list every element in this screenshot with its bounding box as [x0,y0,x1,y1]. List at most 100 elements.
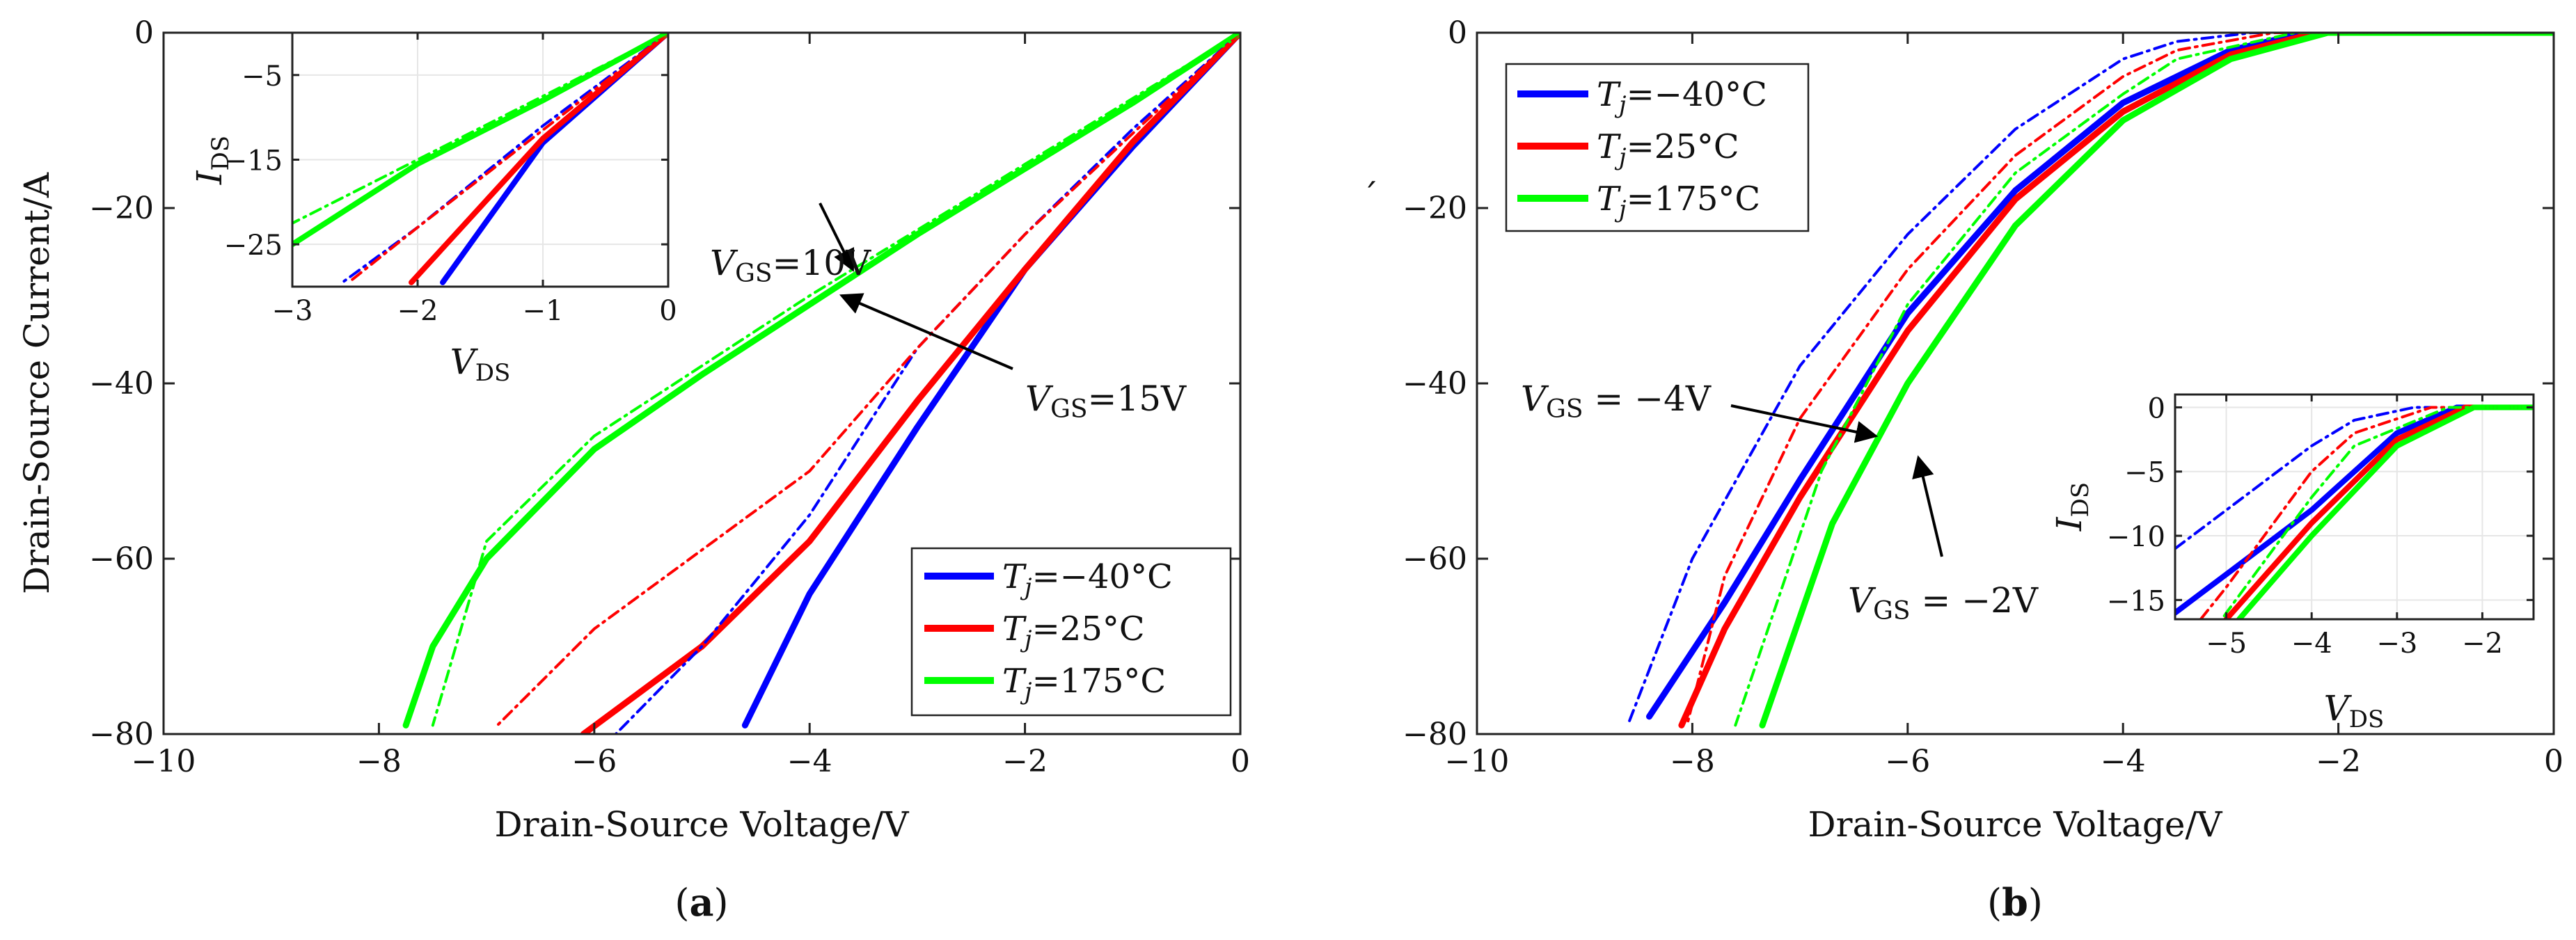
panel-b-inset-xtick-label: −4 [2291,628,2332,660]
panel-b-annotation-vgs-4: VGS = −4V [1521,379,1712,424]
panel-a-inset-x-label-symbol: V [450,342,479,382]
panel-b-ytick-label: −20 [1402,191,1467,226]
panel-a-inset-x-label: VDS [450,342,511,387]
panel-a-ytick-label: −40 [89,366,154,401]
panel-a-inset-xtick-label: −2 [397,295,438,327]
panel-b-ytick-label: −60 [1402,541,1467,577]
panel-b-y-axis-title: ´ [1361,177,1379,217]
panel-b-inset-y-label-subscript: DS [2067,482,2094,518]
panel-b-series-5-red-dashdot [1685,33,2554,727]
panel-a-ytick-label: 0 [134,15,154,51]
panel-a-ytick-label: −60 [89,541,154,577]
panel-a-inset-ytick-label: −5 [242,61,283,93]
panel-b-legend-label-2: Tj=25°C [1597,127,1739,171]
panel-a-inset-y-label-subscript: DS [207,136,235,171]
panel-b-inset-ytick-label: −5 [2124,457,2165,489]
panel-a-inset-y-label-symbol: I [189,170,230,185]
panel-a-inset-series-4-blue-dashdot [341,33,668,284]
panel-b-inset-xtick-label: −5 [2206,628,2247,660]
panel-b-ytick-label: −40 [1402,366,1467,401]
panel-b-xtick-label: −6 [1885,744,1930,779]
panel-a-inset-ytick-label: −15 [224,145,283,177]
panel-a-ytick-label: −80 [89,717,154,752]
panel-b-inset-xtick-label: −3 [2376,628,2417,660]
panel-a-xtick-label: −4 [787,744,832,779]
panel-b-legend-label-3: Tj=175°C [1597,180,1760,223]
panel-b-inset: −5 −4 −3 −2−15−10−50 VDS IDS [2049,392,2535,733]
panel-a-inset-series-layer [292,33,668,285]
panel-b-xtick-label: 0 [2544,744,2563,779]
panel-b-series-3-green-solid [1759,33,2554,728]
panel-b-ticks: −10 −8 −6 −4 −2 0−80−60−40−200 [1402,15,2563,779]
panel-a-xtick-label: −8 [356,744,402,779]
panel-a-inset-ticks: −3 −2 −1 0 −25 −15 −5 [224,33,677,327]
panel-b-inset-ytick-label: −10 [2107,521,2165,553]
panel-b-annotation-arrow-vgs-2 [1912,455,1943,557]
panel-b-inset-ticks: −5 −4 −3 −2 −15 −10 −5 0 [2107,392,2534,660]
panel-b-annotation-arrow-vgs-4 [1730,404,1879,443]
panel-a-series-layer [402,33,1240,734]
panel-a-ytick-label: −20 [89,191,154,226]
panel-a-xtick-label: −2 [1002,744,1048,779]
panel-a-series-3-green-solid [402,33,1240,728]
panel-b-inset-x-label-subscript: DS [2349,706,2385,733]
panel-a-inset-xtick-label: −3 [272,295,313,327]
panel-b-ytick-label: 0 [1448,15,1467,51]
panel-a-annotations: VGS=10V VGS=15V [710,202,1187,424]
panel-a-inset-x-label-subscript: DS [475,359,511,387]
panel-a-inset-xtick-label: 0 [659,295,677,327]
panel-a-inset-series-3-green-solid [292,33,668,248]
panel-b-xtick-label: −8 [1670,744,1715,779]
panel-a-inset-ytick-label: −25 [224,230,283,262]
panel-a-y-axis-title: Drain-Source Current/A [17,172,57,594]
panel-b-xtick-label: −4 [2101,744,2146,779]
panel-a-inset-xtick-label: −1 [523,295,564,327]
panel-a-annotation-vgs10: VGS=10V [710,243,871,288]
panel-a-chart: −10 −8 −6 −4 −2 0−80−60−40−200 Drain-Source V… [17,15,1250,925]
panel-a-inset: −3 −2 −1 0−25−15−5 VDS IDS [189,31,677,387]
panel-a-inset-series-6-green-dashdot [292,33,668,225]
panel-a-annotation-vgs15: VGS=15V [1025,379,1187,424]
panel-a-ticks: −10 −8 −6 −4 −2 0−80−60−40−200 [89,15,1250,779]
panel-b-ytick-label: −80 [1402,717,1467,752]
panel-a-series-4-blue-dashdot [614,33,1240,734]
panel-b-series-4-blue-dashdot [1626,33,2554,727]
panel-b-inset-ytick-label: 0 [2148,392,2165,424]
panel-b-chart: −10 −8 −6 −4 −2 0−80−60−40−200 Drain-Source V… [1361,15,2564,925]
panel-a-legend: Tj=−40°C Tj=25°C Tj=175°C [910,547,1232,717]
panel-a-legend-label-3: Tj=175°C [1002,662,1166,706]
panel-a-xtick-label: −6 [571,744,617,779]
panel-b-xtick-label: −10 [1445,744,1510,779]
panel-b-inset-y-label-symbol: I [2049,516,2089,532]
panel-a-series-6-green-dashdot [431,33,1240,727]
panel-b-series-1-blue-solid [1646,33,2554,720]
panel-b-series-6-green-dashdot [1734,33,2554,727]
panel-a-caption: (a) [674,880,728,925]
panel-b-inset-ytick-label: −15 [2107,585,2165,617]
panel-a-inset-series-5-red-dashdot [347,33,668,284]
panel-a-xtick-label: 0 [1231,744,1250,779]
panel-a-series-5-red-dashdot [496,33,1240,727]
panel-b-xtick-label: −2 [2316,744,2361,779]
panel-b-x-axis-title: Drain-Source Voltage/V [1808,804,2223,845]
panel-a-legend-label-2: Tj=25°C [1002,610,1145,653]
panel-b-annotations: VGS = −4V VGS = −2V [1521,379,2039,626]
panel-b-inset-x-label-symbol: V [2324,688,2353,728]
panel-b-legend: Tj=−40°C Tj=25°C Tj=175°C [1505,63,1810,232]
panel-a-inset-series-2-red-solid [409,33,668,285]
panel-b-inset-x-label: VDS [2324,688,2385,733]
panel-a-inset-y-label: IDS [189,136,235,185]
panel-a-xtick-label: −10 [132,744,196,779]
panel-b-series-2-red-solid [1678,33,2554,728]
panel-b-legend-label-1: Tj=−40°C [1597,75,1767,119]
panel-a-legend-label-1: Tj=−40°C [1002,557,1173,601]
panel-b-inset-frame [2174,393,2535,621]
panel-b-annotation-vgs-2: VGS = −2V [1848,580,2039,626]
panel-b-inset-xtick-label: −2 [2462,628,2503,660]
panel-b-inset-background [2175,395,2534,619]
panel-b-caption: (b) [1987,880,2043,925]
panel-a-annotation-arrow-vgs10 [819,202,855,272]
panel-b-series-layer [1626,33,2554,728]
panel-a-annotation-arrow-vgs15 [839,293,1013,370]
